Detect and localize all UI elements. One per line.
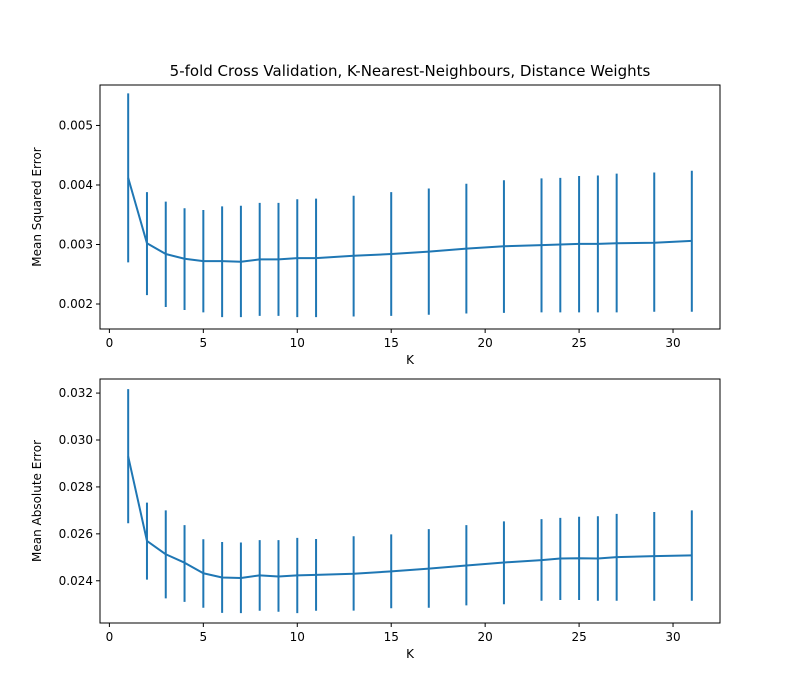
x-tick-label: 0 bbox=[106, 630, 114, 644]
y-tick-label: 0.003 bbox=[59, 237, 93, 251]
y-axis-label: Mean Squared Error bbox=[30, 147, 44, 267]
y-tick-label: 0.004 bbox=[59, 178, 93, 192]
x-tick-label: 10 bbox=[290, 630, 305, 644]
x-tick-label: 15 bbox=[384, 630, 399, 644]
x-tick-label: 25 bbox=[571, 630, 586, 644]
x-tick-label: 5 bbox=[200, 630, 208, 644]
plot-frame bbox=[99, 378, 721, 624]
series-line bbox=[127, 177, 692, 263]
x-axis-label: K bbox=[406, 647, 415, 661]
series-line bbox=[127, 456, 692, 579]
x-tick-label: 10 bbox=[290, 336, 305, 350]
y-tick-label: 0.024 bbox=[59, 574, 93, 588]
x-tick-label: 15 bbox=[384, 336, 399, 350]
x-tick-label: 30 bbox=[665, 630, 680, 644]
x-tick-label: 20 bbox=[478, 630, 493, 644]
x-tick-label: 30 bbox=[665, 336, 680, 350]
mae-subplot: 0 5 10 15 20 25 30 0.024 0.026 0.028 0.030 0.032 K Me… bbox=[30, 378, 721, 661]
y-axis-label: Mean Absolute Error bbox=[30, 440, 44, 562]
x-tick-label: 0 bbox=[106, 336, 114, 350]
x-axis-label: K bbox=[406, 353, 415, 367]
y-tick-label: 0.028 bbox=[59, 480, 93, 494]
y-tick-label: 0.032 bbox=[59, 386, 93, 400]
y-tick-label: 0.030 bbox=[59, 433, 93, 447]
y-tick-label: 0.026 bbox=[59, 527, 93, 541]
mse-subplot: 0 5 10 15 20 25 30 0.002 0.003 0.004 0.005 K Mean Sq… bbox=[30, 84, 721, 367]
x-tick-label: 20 bbox=[478, 336, 493, 350]
x-tick-label: 25 bbox=[571, 336, 586, 350]
y-tick-label: 0.002 bbox=[59, 297, 93, 311]
x-tick-label: 5 bbox=[200, 336, 208, 350]
chart-title: 5-fold Cross Validation, K-Nearest-Neigh… bbox=[170, 62, 651, 80]
plot-frame bbox=[99, 84, 721, 330]
y-tick-label: 0.005 bbox=[59, 118, 93, 132]
